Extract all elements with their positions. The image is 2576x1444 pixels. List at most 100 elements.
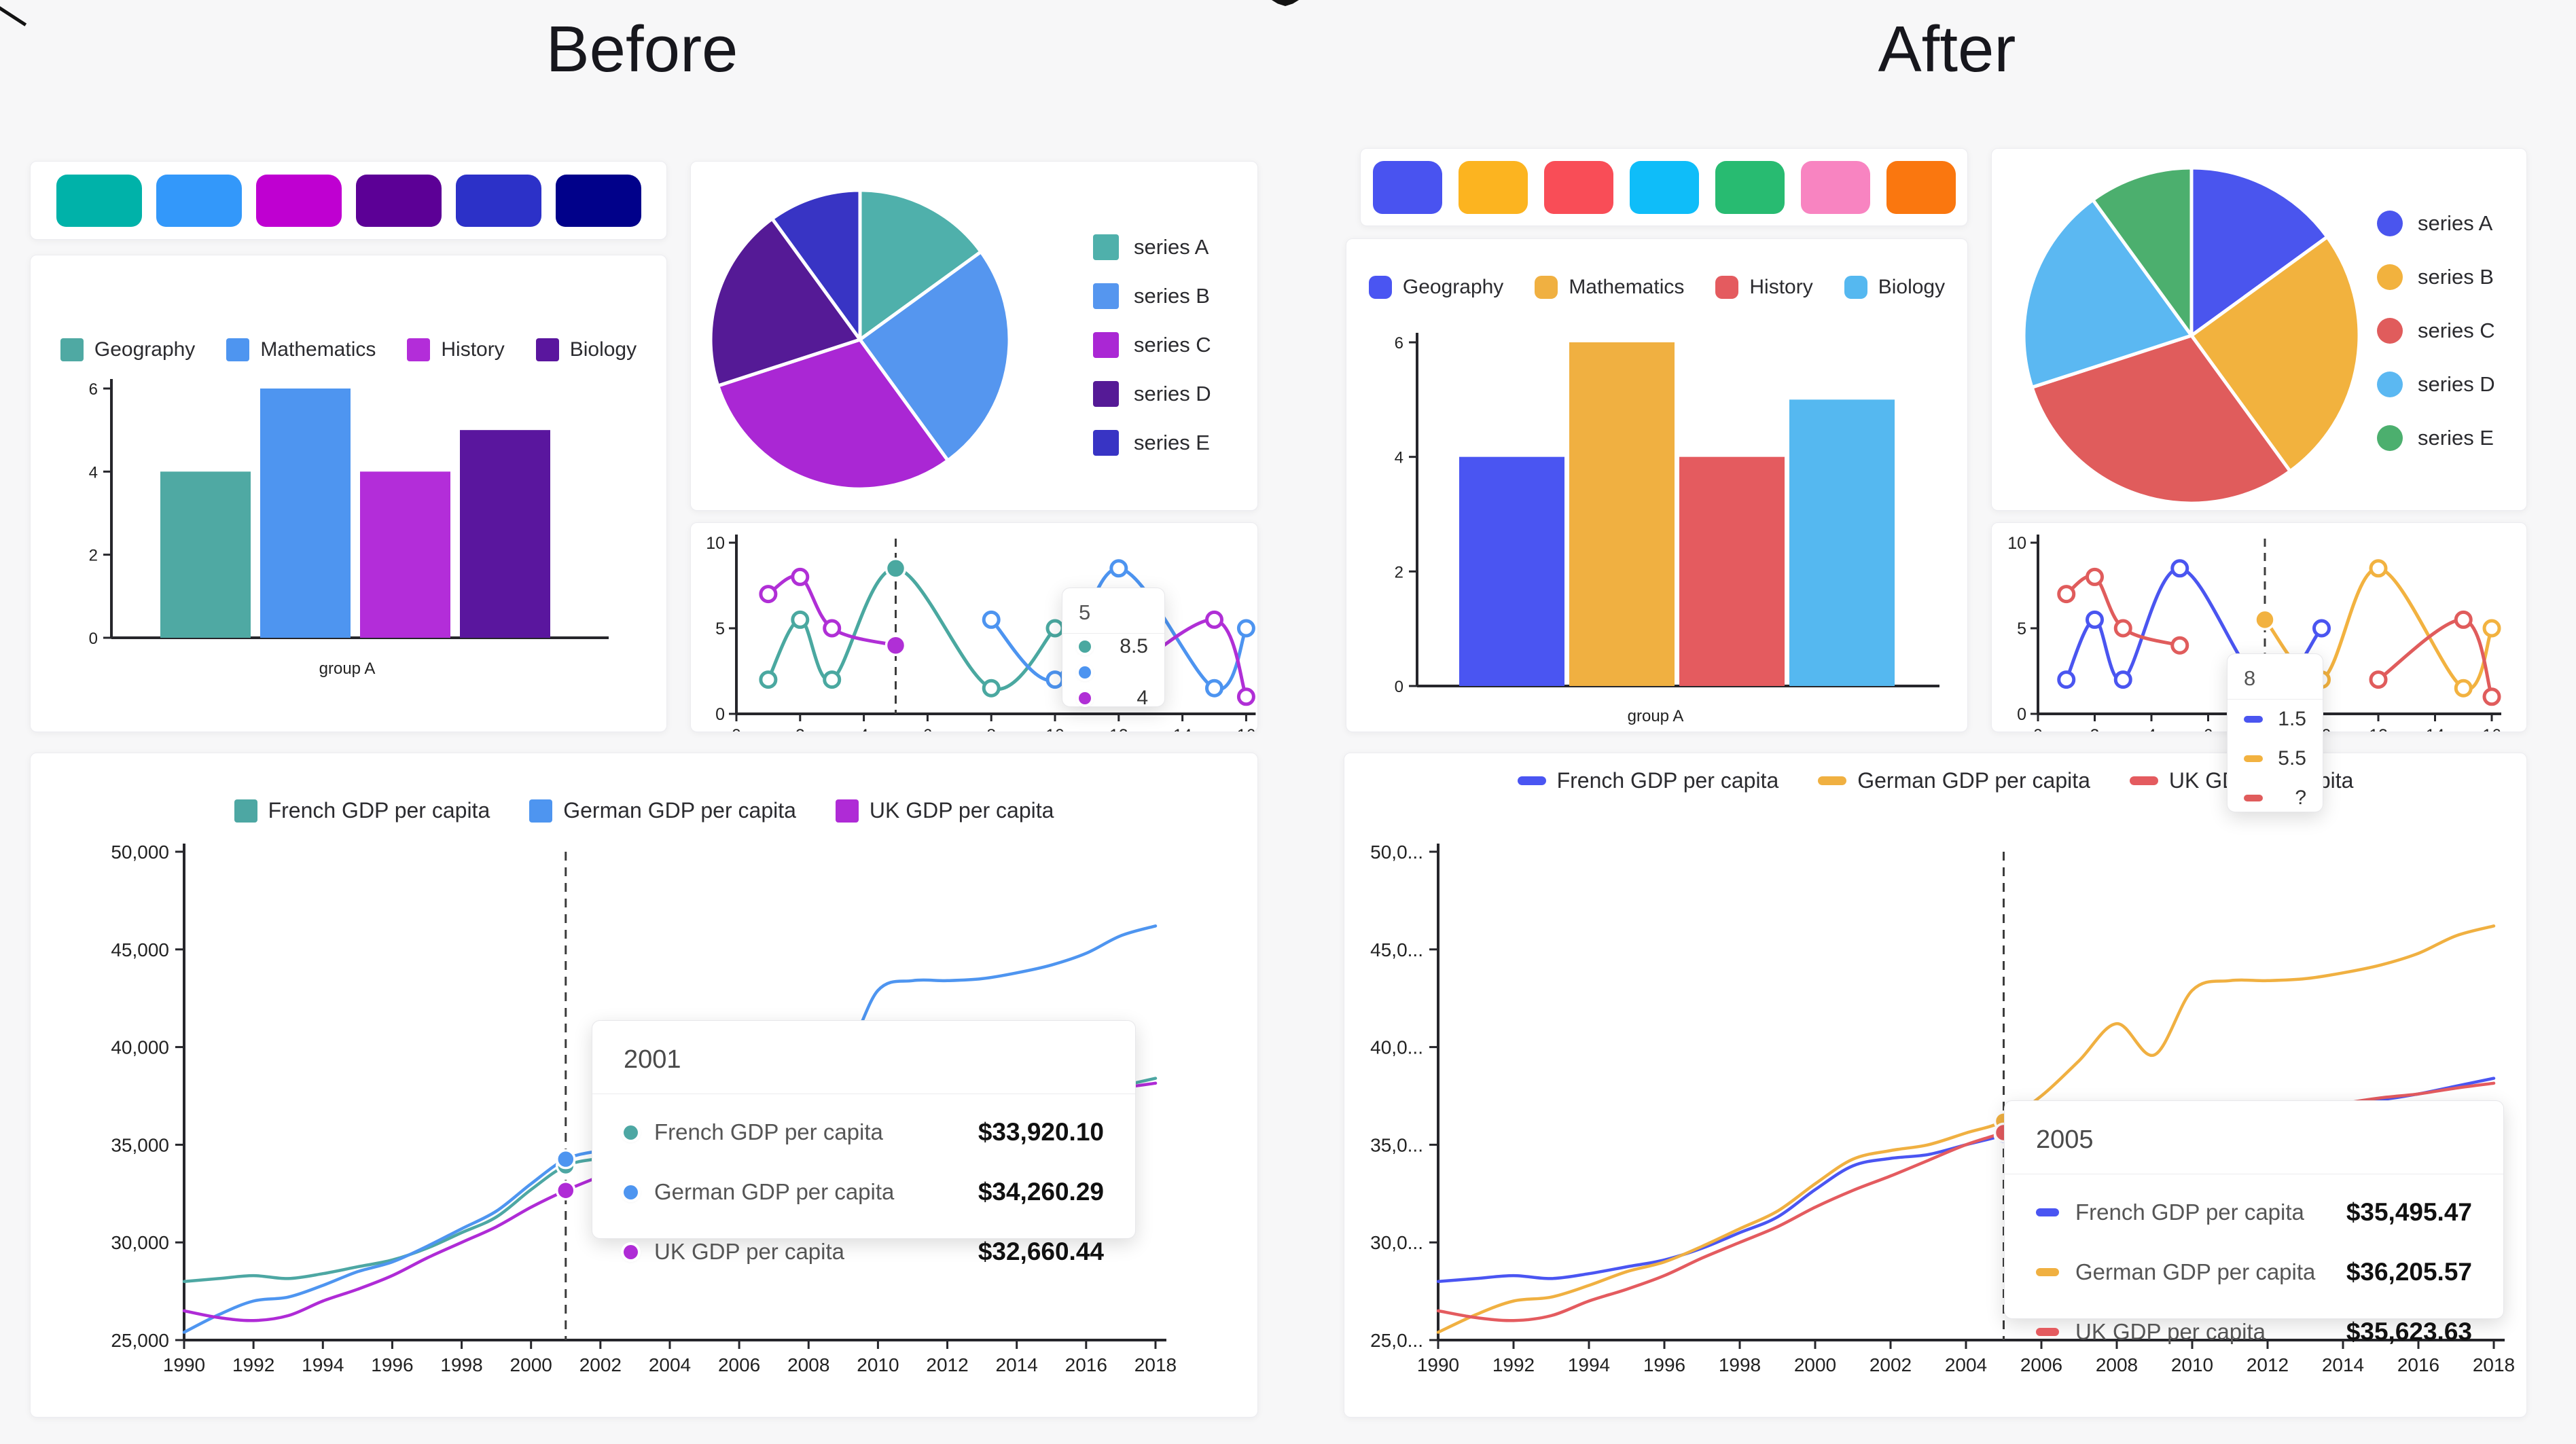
gdp-chart-plot: 25,0... 30,0... 35,0... 40,0... 45,0... 50,0.…: [1370, 842, 2515, 1375]
pie-slice-series-d[interactable]: [2022, 198, 2194, 389]
gdp-line-german-gdp-per-capita[interactable]: [1436, 924, 2496, 1334]
bar-biology[interactable]: [460, 430, 550, 638]
legend-item-uk-gdp-per-capita[interactable]: UK GDP per capita: [835, 798, 1054, 823]
data-point-open[interactable]: [2170, 559, 2189, 578]
legend-item-series-d[interactable]: series D: [2377, 357, 2495, 411]
bar-geography[interactable]: [1459, 456, 1564, 686]
tooltip-series-label: French GDP per capita: [2075, 1199, 2304, 1225]
data-point-open[interactable]: [759, 585, 778, 604]
bar-biology[interactable]: [1789, 399, 1895, 686]
data-point-open[interactable]: [823, 619, 842, 638]
data-point-open[interactable]: [982, 610, 1001, 629]
line-series-3[interactable]: [766, 574, 897, 647]
legend-item-series-b[interactable]: series B: [1093, 272, 1211, 321]
legend-item-biology[interactable]: Biology: [1844, 276, 1945, 299]
bar-geography[interactable]: [160, 471, 251, 638]
line-series-1[interactable]: [766, 566, 1057, 691]
x-tick-label: 2016: [1065, 1354, 1107, 1375]
before-title: Before: [545, 13, 738, 86]
bar-history[interactable]: [1679, 456, 1785, 686]
data-point-open[interactable]: [2057, 670, 2076, 689]
y-tick-label: 0: [2017, 705, 2026, 724]
line-series-3[interactable]: [2064, 574, 2182, 647]
data-point-open[interactable]: [2482, 687, 2501, 706]
x-tick-label: 4: [859, 726, 869, 732]
legend-item-biology[interactable]: Biology: [535, 338, 637, 361]
pie-slice-series-e[interactable]: [770, 188, 862, 342]
data-point-open[interactable]: [2057, 585, 2076, 604]
tooltip-series-label: UK GDP per capita: [654, 1239, 845, 1264]
legend-label: History: [441, 338, 505, 361]
pie-slice-series-b[interactable]: [858, 250, 1012, 463]
data-point-highlight[interactable]: [884, 558, 907, 579]
legend-item-series-c[interactable]: series C: [2377, 304, 2495, 357]
legend-item-mathematics[interactable]: Mathematics: [1535, 276, 1684, 299]
data-point-open[interactable]: [1205, 679, 1223, 698]
legend-item-series-b[interactable]: series B: [2377, 250, 2495, 304]
data-point-open[interactable]: [2369, 559, 2388, 578]
bar-mathematics[interactable]: [260, 389, 351, 638]
data-point-open[interactable]: [791, 610, 810, 629]
legend-item-series-c[interactable]: series C: [1093, 321, 1211, 369]
legend-item-french-gdp-per-capita[interactable]: French GDP per capita: [1517, 768, 1778, 793]
data-point-open[interactable]: [2482, 619, 2501, 638]
data-point-open[interactable]: [1236, 687, 1255, 706]
bar-mathematics[interactable]: [1569, 342, 1675, 686]
data-point-open[interactable]: [2170, 636, 2189, 655]
legend-item-history[interactable]: History: [1715, 276, 1813, 299]
x-tick-label: 4: [2147, 726, 2156, 732]
legend-item-series-e[interactable]: series E: [2377, 411, 2495, 465]
legend-item-mathematics[interactable]: Mathematics: [226, 338, 376, 361]
data-point-open[interactable]: [2369, 670, 2388, 689]
legend-item-french-gdp-per-capita[interactable]: French GDP per capita: [234, 798, 490, 823]
pie-slice-series-a[interactable]: [2189, 166, 2329, 338]
data-point-highlight[interactable]: [2254, 609, 2276, 631]
legend-item-series-e[interactable]: series E: [1093, 418, 1211, 467]
palette-swatch-2: [1458, 160, 1528, 214]
data-point-open[interactable]: [823, 670, 842, 689]
data-point-open[interactable]: [2113, 619, 2132, 638]
pie-slice-series-b[interactable]: [2189, 235, 2361, 473]
tooltip-row: 4: [1062, 685, 1164, 711]
pie-slice-series-c[interactable]: [716, 338, 950, 491]
pie-slice-series-a[interactable]: [858, 188, 983, 342]
pie-slice-series-e[interactable]: [2091, 166, 2194, 338]
gdp-highlight-point-german-gdp-per-capita[interactable]: [556, 1149, 576, 1170]
data-point-open[interactable]: [1109, 559, 1128, 578]
data-point-open[interactable]: [2086, 567, 2104, 586]
data-point-open[interactable]: [759, 670, 778, 689]
data-point-open[interactable]: [2086, 610, 2104, 629]
legend-marker-series-d: [2377, 371, 2403, 397]
palette-row: [1361, 149, 1967, 225]
tooltip-row: ?: [2228, 778, 2323, 818]
legend-item-series-d[interactable]: series D: [1093, 369, 1211, 418]
legend-item-series-a[interactable]: series A: [1093, 223, 1211, 272]
legend-item-geography[interactable]: Geography: [60, 338, 195, 361]
bar-history[interactable]: [360, 471, 450, 638]
legend-item-series-a[interactable]: series A: [2377, 196, 2495, 250]
data-point-open[interactable]: [1045, 619, 1065, 638]
legend-item-geography[interactable]: Geography: [1368, 276, 1503, 299]
tooltip-series-value: $34,260.29: [978, 1178, 1104, 1206]
data-point-open[interactable]: [791, 567, 810, 586]
pie-slice-series-c[interactable]: [2030, 333, 2292, 505]
pie-slice-series-d[interactable]: [709, 217, 862, 388]
data-point-open[interactable]: [2312, 619, 2331, 638]
legend-item-german-gdp-per-capita[interactable]: German GDP per capita: [529, 798, 796, 823]
legend-item-history[interactable]: History: [407, 338, 505, 361]
data-point-open[interactable]: [2454, 679, 2473, 698]
tooltip-series-marker: [1079, 692, 1091, 704]
data-point-open[interactable]: [982, 679, 1001, 698]
data-point-open[interactable]: [2454, 610, 2473, 629]
y-tick-label: 10: [2007, 534, 2026, 553]
legend-item-german-gdp-per-capita[interactable]: German GDP per capita: [1818, 768, 2090, 793]
data-point-open[interactable]: [2113, 670, 2132, 689]
x-tick-label: 1990: [163, 1354, 205, 1375]
data-point-highlight[interactable]: [884, 634, 907, 656]
tooltip-divider: [1062, 633, 1164, 634]
data-point-open[interactable]: [1205, 610, 1223, 629]
data-point-open[interactable]: [1045, 670, 1065, 689]
gdp-highlight-point-uk-gdp-per-capita[interactable]: [556, 1180, 576, 1201]
data-point-open[interactable]: [1236, 619, 1255, 638]
